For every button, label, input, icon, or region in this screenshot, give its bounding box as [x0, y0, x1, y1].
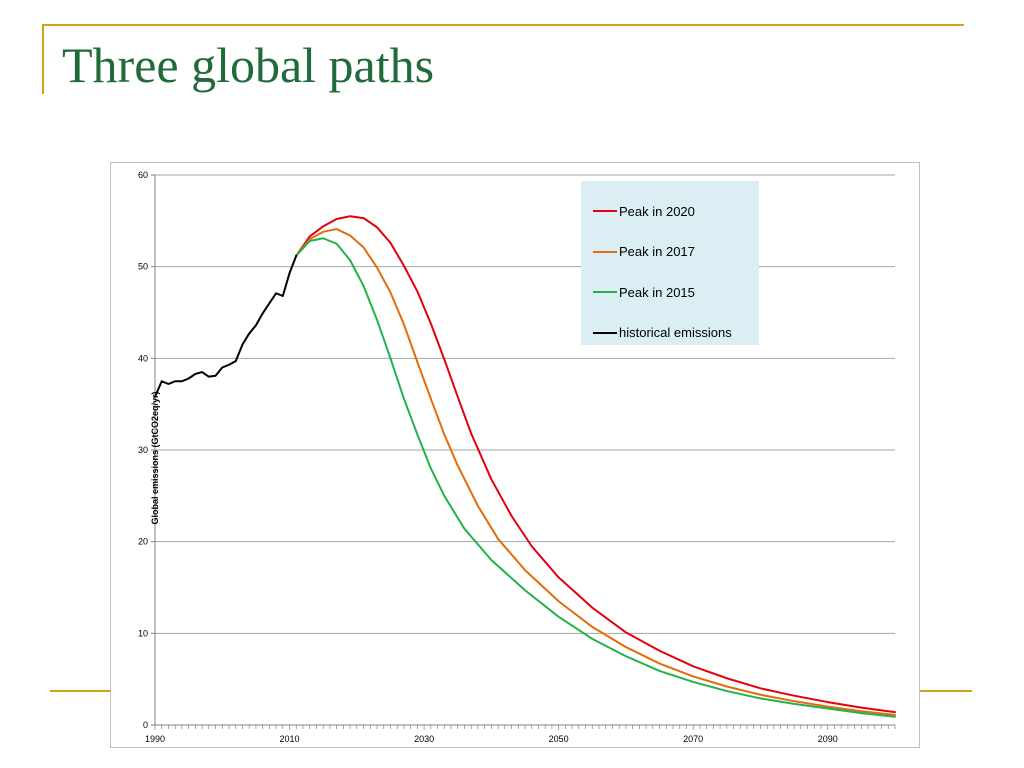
legend: Peak in 2020 Peak in 2017 Peak in 2015 h…: [581, 181, 759, 345]
legend-label: Peak in 2017: [619, 244, 695, 260]
legend-swatch: [593, 250, 617, 253]
legend-item-peak-2020: Peak in 2020: [581, 191, 759, 232]
chart-area: 0 10 20 30 40 50 60 1990 2010 2030 2050 2070 2090 Gl…: [110, 162, 920, 748]
x-tick-label: 2010: [280, 734, 300, 744]
x-tick-label: 2070: [683, 734, 703, 744]
y-tick-label: 0: [143, 720, 148, 730]
y-tick-label: 30: [138, 445, 148, 455]
legend-swatch: [593, 210, 617, 213]
legend-item-peak-2015: Peak in 2015: [581, 272, 759, 313]
legend-item-historical: historical emissions: [581, 313, 759, 354]
legend-swatch: [593, 331, 617, 334]
legend-label: Peak in 2020: [619, 203, 695, 219]
x-tick-label: 2090: [818, 734, 838, 744]
accent-line-vertical: [42, 24, 44, 94]
legend-label: historical emissions: [619, 325, 732, 341]
series-line-peak-in-2017: [295, 228, 896, 716]
y-tick-label: 20: [138, 537, 148, 547]
legend-swatch: [593, 291, 617, 294]
y-tick-label: 10: [138, 628, 148, 638]
x-tick-label: 2050: [549, 734, 569, 744]
legend-item-peak-2017: Peak in 2017: [581, 232, 759, 273]
y-tick-label: 40: [138, 353, 148, 363]
legend-label: Peak in 2015: [619, 284, 695, 300]
series-line-peak-in-2020: [295, 215, 896, 714]
y-tick-label: 60: [138, 170, 148, 180]
y-tick-label: 50: [138, 262, 148, 272]
x-tick-label: 1990: [145, 734, 165, 744]
series-line-peak-in-2015: [295, 237, 896, 718]
slide-title: Three global paths: [62, 37, 435, 93]
x-tick-label: 2030: [414, 734, 434, 744]
y-axis-label: Global emissions (GtCO2eq/yr): [150, 391, 160, 525]
accent-line-top: [42, 24, 964, 26]
series-line-historical-emissions: [154, 254, 298, 398]
